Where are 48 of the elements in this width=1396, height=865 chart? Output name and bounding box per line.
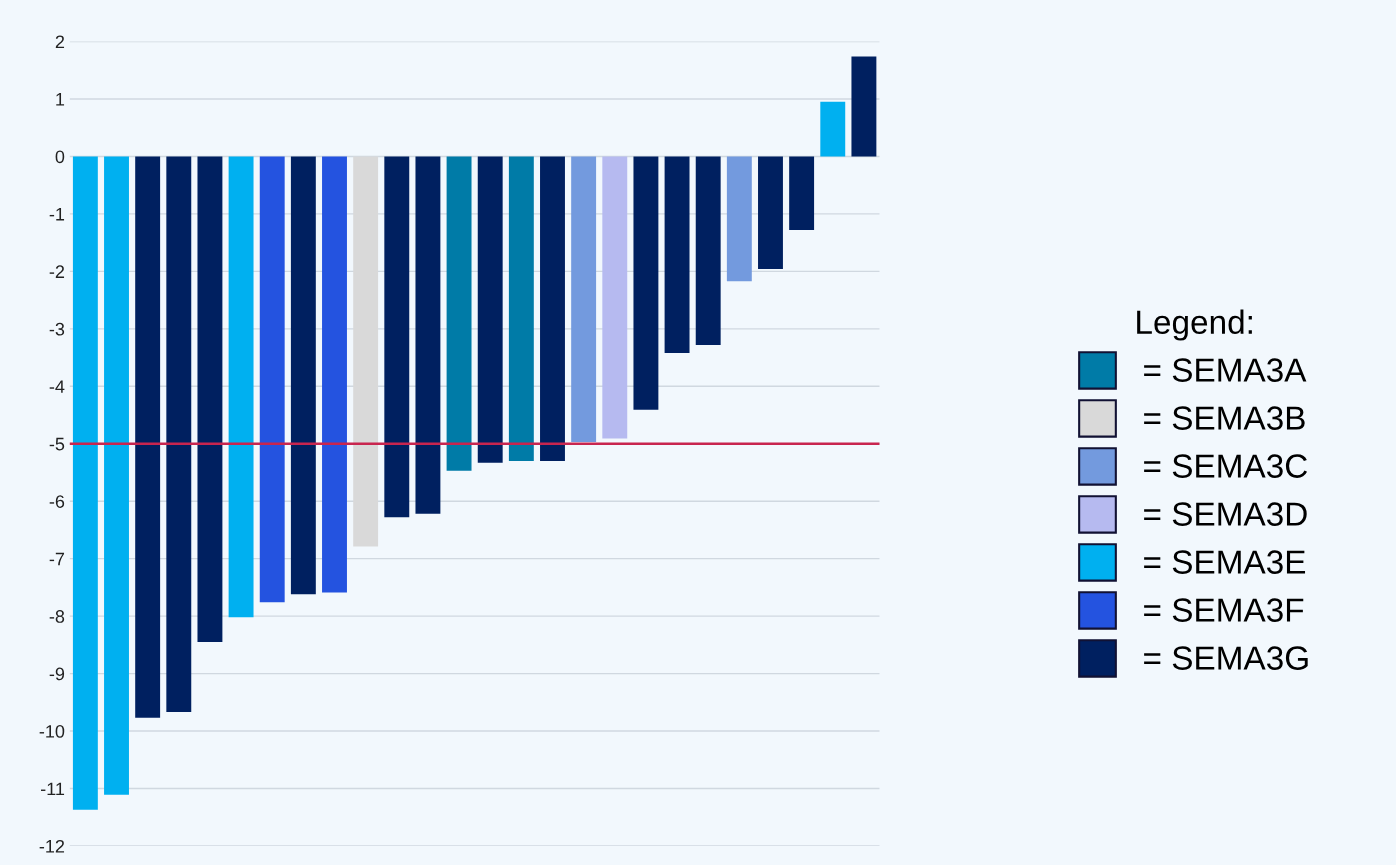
bar	[508, 156, 534, 461]
legend-label: = SEMA3F	[1144, 598, 1304, 622]
legend-label: = SEMA3G	[1144, 646, 1308, 670]
legend-label: = SEMA3B	[1144, 406, 1305, 430]
bar	[695, 156, 721, 345]
bar	[166, 156, 192, 713]
y-tick-label: -5	[49, 437, 65, 451]
bar	[540, 156, 565, 461]
bar	[259, 156, 285, 603]
bar	[72, 156, 98, 810]
y-tick-label: -7	[49, 552, 65, 566]
bar	[135, 156, 161, 718]
bar	[820, 101, 846, 157]
y-tick-label: -9	[49, 667, 65, 681]
y-tick-label: 0	[55, 150, 65, 164]
y-tick-label: -11	[40, 782, 65, 796]
bar	[322, 156, 347, 593]
legend-label: = SEMA3C	[1144, 454, 1308, 478]
bar	[228, 156, 254, 618]
y-tick-label: 1	[56, 93, 65, 106]
bar	[384, 156, 410, 518]
y-tick-label: -8	[49, 610, 65, 623]
y-tick-label: 2	[55, 35, 65, 49]
y-tick-label: -2	[49, 265, 65, 278]
y-tick-label: -4	[49, 380, 65, 393]
bar	[477, 156, 503, 463]
y-tick-label: -6	[49, 495, 65, 508]
legend-title: Legend:	[1137, 309, 1252, 341]
y-tick-label: -10	[39, 724, 65, 738]
bar	[789, 156, 815, 230]
bar	[664, 156, 690, 353]
bar	[758, 156, 783, 270]
bar	[726, 156, 752, 282]
bar	[446, 156, 472, 471]
y-tick-label: -12	[39, 839, 65, 853]
legend-label: = SEMA3A	[1144, 358, 1307, 382]
bar	[104, 156, 129, 795]
legend-label: = SEMA3E	[1144, 550, 1306, 574]
bar	[290, 156, 316, 595]
bar	[602, 156, 628, 439]
bar	[415, 156, 441, 514]
y-tick-label: -1	[49, 208, 65, 221]
legend-label: = SEMA3D	[1144, 502, 1307, 526]
bar	[571, 156, 597, 443]
bar	[851, 56, 877, 157]
bar	[197, 156, 223, 642]
y-tick-label: -3	[49, 322, 65, 336]
bar	[633, 156, 659, 410]
